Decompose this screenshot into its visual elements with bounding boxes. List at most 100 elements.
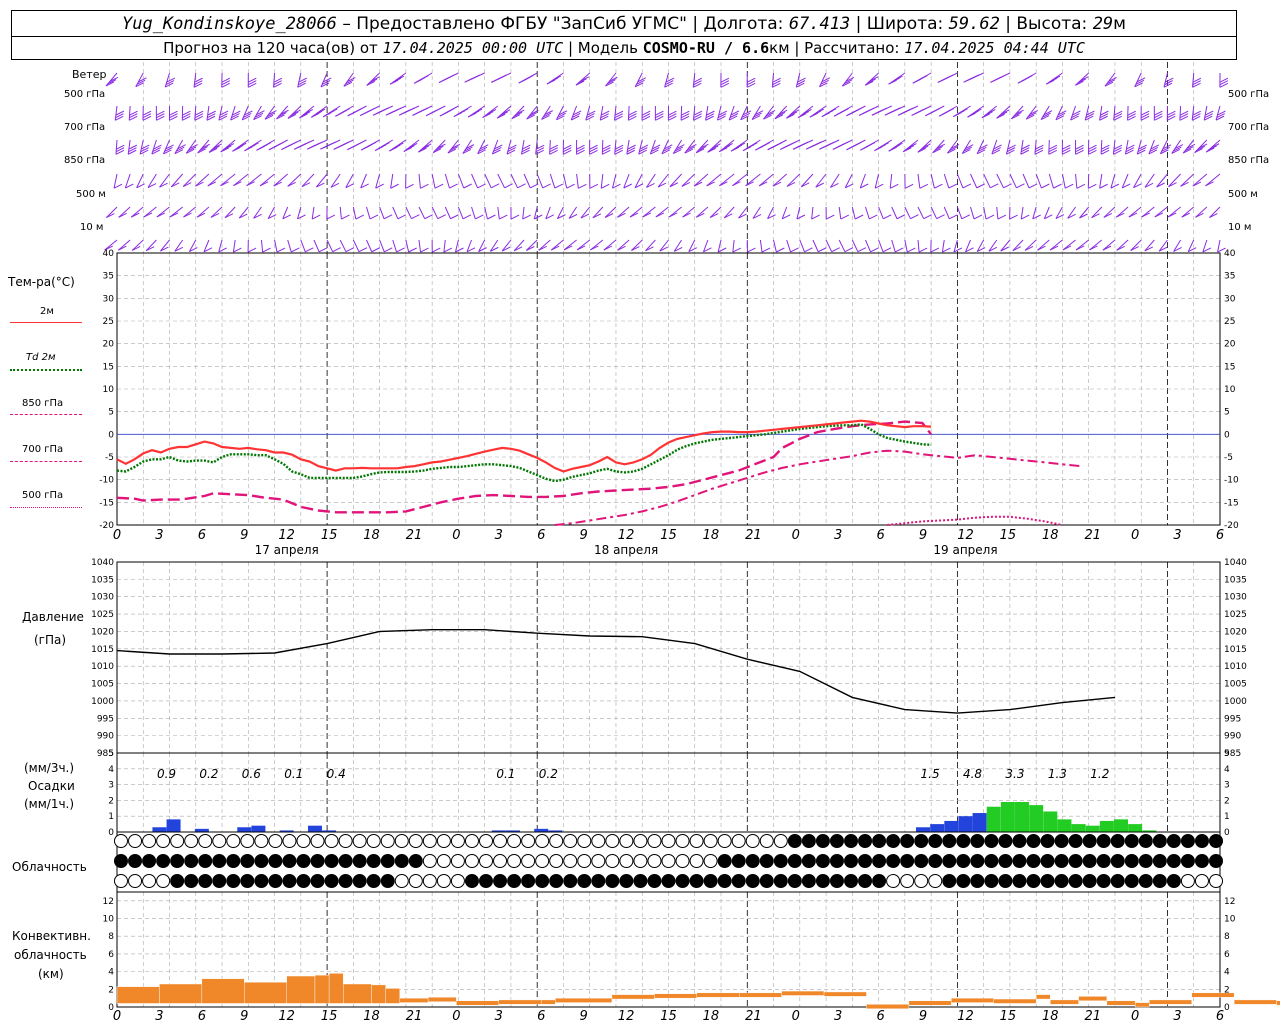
temp-tick-left-8: 0 [108, 430, 114, 440]
wind-barb-3-118.5 [1144, 173, 1155, 188]
wind-feather-2-1.5-2 [128, 144, 138, 150]
cloud-cell-1-50 [815, 854, 830, 868]
time-label-top-23: 21 [1084, 528, 1101, 543]
precip-total-3: 0.1 [284, 767, 303, 781]
wind-barb-4-109.5 [1067, 206, 1076, 219]
cloud-cell-1-54 [872, 854, 887, 868]
cloud-cell-1-53 [858, 854, 873, 868]
wind-barb-0-123 [1192, 72, 1195, 88]
wind-feather-2-30-2 [367, 141, 377, 147]
pres-tick-right-4: 1020 [1224, 627, 1247, 637]
wind-feather-3-37.5-0 [449, 183, 458, 189]
wind-barb-2-40.5 [462, 139, 472, 154]
cloud-cell-1-76 [1180, 854, 1195, 868]
wind-barb-3-114 [1110, 173, 1116, 189]
wind-feather-1-52.5-2 [572, 110, 582, 116]
wind-barb-4-10.5 [196, 206, 210, 218]
cloud-cell-1-22 [422, 854, 437, 868]
wind-feather-1-24-0 [311, 112, 320, 118]
wind-feather-4-79.5-0 [811, 214, 820, 220]
temp-tick-left-11: -15 [99, 498, 114, 508]
wind-feather-2-78-2 [787, 141, 796, 147]
wind-feather-2-58.5-2 [627, 144, 636, 150]
wind-barb-3-120 [1156, 173, 1168, 188]
cloud-cell-2-66 [1040, 874, 1055, 888]
wind-barb-4-52.5 [568, 206, 578, 219]
conv-bar-7 [343, 983, 372, 1004]
cloud-cell-0-71 [1110, 834, 1125, 848]
wind-barb-1-52.5 [570, 105, 578, 121]
cloud-cell-0-74 [1152, 834, 1167, 848]
wind-barb-5-52.5 [563, 239, 577, 251]
wind-barb-0-24 [320, 72, 328, 88]
wind-feather-1-99-0 [967, 112, 976, 118]
temp-tick-left-10: -10 [99, 476, 114, 486]
wind-barb-5-34.5 [418, 239, 422, 253]
cloud-cell-0-72 [1124, 834, 1139, 848]
wind-feather-3-34.5-0 [420, 183, 429, 189]
wind-feather-1-117-0 [1140, 115, 1150, 121]
conv-bar-0 [116, 986, 160, 1004]
time-label-top-6: 18 [363, 528, 380, 543]
wind-feather-1-60-0 [641, 115, 651, 121]
wind-barb-0-30 [366, 72, 380, 86]
wind-barb-1-69 [717, 105, 722, 121]
wind-feather-0-24-2 [322, 77, 332, 83]
prec-tick-left-4: 1 [108, 812, 114, 822]
cloud-cell-0-5 [184, 834, 199, 848]
wind-feather-4-9-0 [183, 212, 192, 218]
wind-feather-2-13.5-2 [225, 143, 235, 149]
wind-barb-5-13.5 [232, 239, 236, 253]
wind-barb-4-123 [1181, 206, 1195, 218]
cloud-cell-1-63 [998, 854, 1013, 868]
wind-feather-1-37.5-2 [432, 107, 442, 113]
wind-feather-2-72-2 [736, 142, 746, 148]
cloud-cell-1-44 [731, 854, 746, 868]
wind-barb-4-1.5 [118, 206, 131, 218]
wind-feather-2-51-1 [563, 147, 572, 153]
wind-feather-1-27-2 [341, 108, 351, 114]
wind-feather-1-49.5-0 [541, 115, 550, 120]
cloud-cell-2-33 [577, 874, 592, 888]
pres-tick-right-1: 1035 [1224, 575, 1247, 585]
wind-barb-2-42 [477, 139, 486, 154]
wind-feather-1-100.5-1 [984, 111, 993, 117]
wind-feather-1-21-2 [292, 109, 301, 115]
time-label-top-20: 12 [957, 528, 974, 543]
wind-barb-4-100.5 [996, 206, 999, 220]
wind-feather-1-10.5-1 [207, 113, 216, 119]
wind-barb-2-64.5 [672, 139, 683, 154]
wind-feather-1-84-2 [840, 108, 849, 113]
wind-feather-0-27-0 [343, 81, 353, 87]
wind-feather-0-93-2 [919, 75, 928, 80]
wind-feather-1-10.5-2 [207, 110, 216, 116]
precip-total-0: 0.9 [157, 767, 176, 781]
wind-feather-2-24-2 [314, 141, 323, 147]
wind-feather-1-109.5-0 [1070, 115, 1079, 121]
wind-feather-2-36-1 [420, 145, 430, 151]
wind-feather-0-69-1 [720, 80, 730, 86]
wind-feather-4-90-0 [910, 214, 919, 220]
cloud-cell-1-38 [647, 854, 662, 868]
precip-total-11: 1.2 [1090, 767, 1109, 781]
conv-bar-31 [1149, 999, 1192, 1005]
wind-feather-0-117-0 [1134, 82, 1143, 88]
wind-feather-5-42-0 [478, 247, 487, 253]
conv-bar-19 [739, 992, 782, 998]
cloud-cell-2-74 [1152, 874, 1167, 888]
wind-feather-2-51-0 [563, 149, 572, 155]
cloud-cell-1-43 [717, 854, 732, 868]
wind-barb-4-84 [851, 206, 856, 220]
wind-feather-1-78-0 [786, 113, 795, 119]
temp-tick-right-1: 35 [1224, 272, 1235, 282]
temp-tick-left-3: 25 [103, 317, 114, 327]
wind-barb-4-105 [1032, 206, 1037, 220]
forecast-time: 17.04.2025 00:00 UTC [382, 39, 564, 57]
wind-feather-0-120-1 [1164, 80, 1173, 86]
wind-feather-1-7.5-1 [182, 113, 191, 119]
wind-feather-2-40.5-1 [464, 146, 473, 152]
wind-feather-1-64.5-0 [680, 115, 690, 121]
wind-feather-3-93-0 [934, 183, 943, 189]
wind-feather-3-55.5-0 [600, 183, 610, 189]
